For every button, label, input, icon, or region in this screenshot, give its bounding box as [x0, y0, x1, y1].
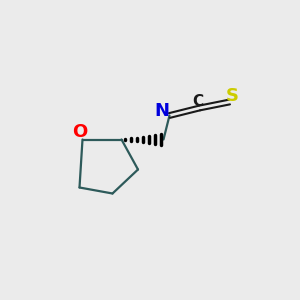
- Text: C: C: [192, 94, 204, 110]
- Text: O: O: [72, 123, 87, 141]
- Text: N: N: [154, 102, 169, 120]
- Text: S: S: [226, 87, 239, 105]
